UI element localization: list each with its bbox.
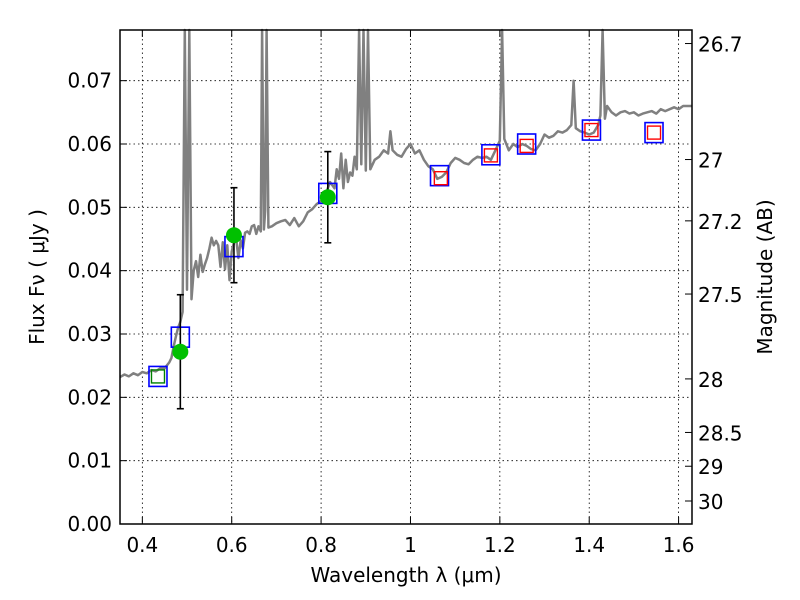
observed-box	[584, 122, 599, 138]
model-box	[644, 121, 664, 144]
model-box	[581, 119, 602, 141]
observed-box	[433, 170, 449, 186]
observed-box	[646, 125, 662, 140]
x-tick-label: 0.8	[305, 533, 337, 557]
x-tick-label: 1	[404, 533, 417, 557]
observed-box	[150, 369, 166, 384]
x-tick-label: 1.4	[573, 533, 605, 557]
model-box	[481, 143, 501, 166]
observed-box	[483, 148, 499, 163]
x-tick-label: 1.6	[663, 533, 695, 557]
mag-tick-label: 27.2	[698, 210, 743, 234]
spectrum-line	[119, 28, 692, 379]
model-box	[148, 365, 168, 388]
y-axis-label: Flux Fν ( μJy )	[25, 209, 49, 345]
x-tick-label: 0.6	[216, 533, 248, 557]
x-axis-label: Wavelength λ (μm)	[310, 563, 501, 587]
x-tick-label: 0.4	[126, 533, 158, 557]
model-box	[516, 133, 537, 155]
y-tick-label: 0.04	[67, 259, 112, 283]
observed-box	[519, 138, 534, 154]
mag-tick-label: 27	[698, 149, 723, 173]
mag-tick-label: 28.5	[698, 421, 743, 445]
errorbar-points	[172, 150, 336, 410]
tick-labels: 0.4 0.6 0.8 1 1.2 1.4 1.6 0.00 0.01 0.02 0.03 0.04 0…	[67, 33, 742, 557]
mag-tick-label: 29	[698, 455, 723, 479]
mag-tick-label: 26.7	[698, 33, 743, 57]
x-tick-label: 1.2	[484, 533, 516, 557]
mag-tick-label: 28	[698, 368, 723, 392]
mag-tick-label: 27.5	[698, 283, 743, 307]
right-axis-label: Magnitude (AB)	[753, 199, 777, 354]
data-point	[225, 227, 242, 244]
y-tick-label: 0.02	[67, 385, 112, 409]
data-point	[319, 189, 336, 206]
mag-tick-label: 30	[698, 490, 723, 514]
plot-frame	[119, 29, 693, 525]
y-tick-label: 0.03	[67, 322, 112, 346]
y-tick-label: 0.00	[67, 512, 112, 536]
spectrum-path	[119, 28, 692, 379]
grid-lines	[120, 30, 692, 525]
y-tick-label: 0.05	[67, 195, 112, 219]
y-tick-label: 0.07	[67, 69, 112, 93]
model-box	[429, 164, 450, 187]
y-tick-label: 0.01	[67, 449, 112, 473]
data-point	[172, 343, 189, 360]
y-tick-label: 0.06	[67, 132, 112, 156]
axis-ticks	[120, 30, 692, 525]
